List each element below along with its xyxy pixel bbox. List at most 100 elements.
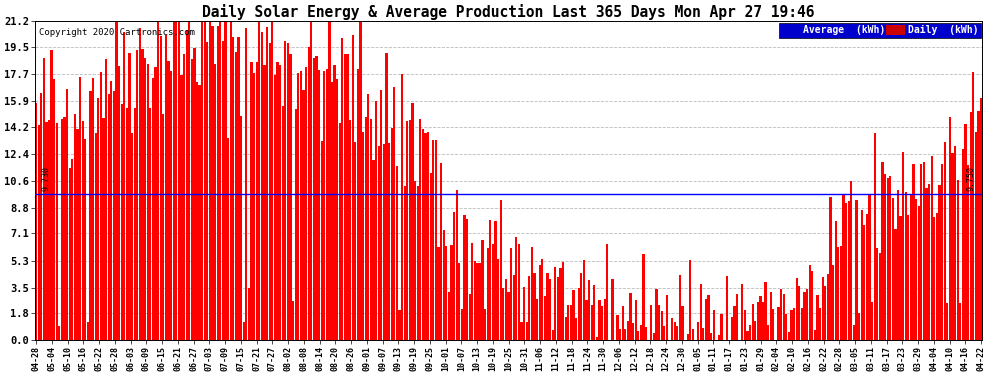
Bar (35, 103, 37, 340)
Bar (845, 202, 847, 340)
Bar (931, 156, 933, 340)
Bar (881, 162, 883, 340)
Bar (81, 122, 84, 340)
Bar (546, 273, 548, 340)
Bar (443, 230, 445, 340)
Bar (300, 71, 302, 340)
Bar (910, 194, 912, 340)
Bar (596, 337, 598, 340)
Bar (769, 292, 772, 340)
Bar (144, 58, 147, 340)
Bar (783, 294, 785, 340)
Bar (222, 41, 224, 340)
Bar (139, 28, 141, 340)
Bar (318, 70, 320, 340)
Bar (487, 248, 489, 340)
Bar (868, 194, 870, 340)
Bar (508, 292, 510, 340)
Bar (865, 214, 868, 340)
Bar (731, 317, 733, 340)
Bar (559, 268, 561, 340)
Bar (723, 339, 725, 340)
Bar (48, 120, 50, 340)
Bar (544, 296, 546, 340)
Bar (191, 59, 193, 340)
Bar (471, 243, 473, 340)
Bar (825, 286, 827, 340)
Bar (129, 53, 131, 340)
Bar (151, 78, 154, 340)
Bar (492, 244, 494, 340)
Bar (630, 293, 632, 340)
Bar (617, 315, 619, 340)
Bar (635, 300, 637, 340)
Bar (250, 62, 252, 340)
Bar (209, 21, 211, 340)
Bar (289, 54, 292, 340)
Bar (777, 307, 780, 340)
Bar (66, 89, 68, 340)
Bar (902, 152, 904, 340)
Bar (858, 314, 860, 340)
Bar (785, 314, 787, 340)
Bar (505, 279, 507, 340)
Bar (980, 98, 982, 340)
Bar (713, 310, 715, 340)
Bar (585, 300, 587, 340)
Bar (954, 146, 956, 340)
Bar (604, 299, 606, 340)
Bar (362, 132, 364, 340)
Bar (310, 21, 312, 340)
Bar (425, 133, 427, 340)
Bar (412, 102, 414, 340)
Bar (243, 321, 245, 340)
Bar (697, 322, 699, 340)
Bar (162, 114, 164, 340)
Bar (463, 215, 465, 340)
Bar (74, 114, 76, 340)
Bar (702, 328, 704, 340)
Bar (396, 166, 398, 340)
Bar (118, 66, 120, 340)
Bar (105, 59, 107, 340)
Bar (928, 184, 931, 340)
Bar (159, 36, 161, 340)
Bar (302, 90, 305, 340)
Bar (97, 98, 99, 340)
Bar (562, 262, 564, 340)
Bar (809, 265, 811, 340)
Bar (435, 140, 437, 340)
Bar (847, 201, 849, 340)
Bar (235, 51, 237, 340)
Bar (154, 68, 156, 340)
Bar (764, 282, 766, 340)
Bar (838, 247, 840, 340)
Bar (972, 72, 974, 340)
Bar (334, 64, 336, 340)
Bar (658, 305, 660, 340)
Bar (780, 289, 782, 340)
Bar (367, 94, 369, 340)
Bar (53, 79, 55, 340)
Bar (554, 267, 556, 340)
Bar (515, 237, 518, 340)
Bar (233, 37, 235, 340)
Bar (100, 72, 102, 340)
Title: Daily Solar Energy & Average Production Last 365 Days Mon Apr 27 19:46: Daily Solar Energy & Average Production … (202, 4, 815, 20)
Bar (526, 322, 528, 340)
Bar (276, 62, 278, 340)
Bar (676, 326, 678, 340)
Bar (479, 263, 481, 340)
Bar (344, 54, 346, 340)
Bar (284, 41, 286, 340)
Bar (549, 279, 551, 340)
Bar (666, 295, 668, 340)
Bar (580, 273, 582, 340)
Bar (577, 288, 580, 340)
Bar (308, 47, 310, 340)
Bar (460, 309, 463, 340)
Text: 9.750: 9.750 (967, 166, 976, 191)
Bar (398, 310, 401, 340)
Bar (149, 108, 151, 340)
Bar (263, 65, 265, 340)
